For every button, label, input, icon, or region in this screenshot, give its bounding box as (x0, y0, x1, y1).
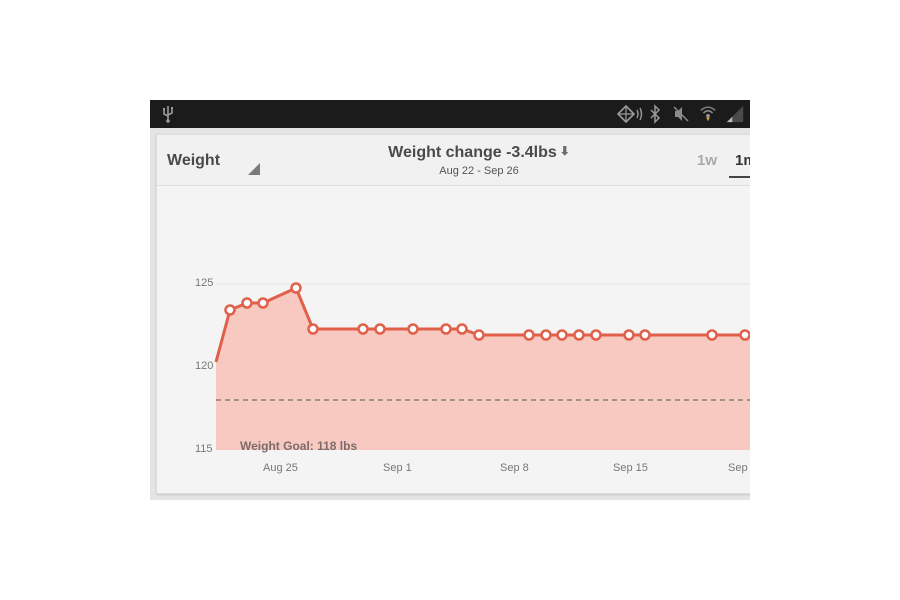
goal-label: Weight Goal: 118 lbs (240, 439, 358, 453)
x-tick-sep-15: Sep 15 (613, 462, 648, 474)
weight-area-fill (216, 288, 750, 450)
wifi-icon (700, 106, 716, 122)
y-tick-120: 120 (195, 360, 214, 372)
dropdown-triangle-icon[interactable] (248, 163, 260, 175)
metric-dropdown[interactable]: Weight (167, 152, 221, 169)
weight-change-text: Weight change -3.4lbs (388, 144, 557, 161)
tab-selected-indicator (729, 176, 750, 178)
y-tick-115: 115 (195, 443, 213, 455)
weight-line (214, 286, 750, 363)
weight-chart (214, 282, 750, 450)
summary: Weight change -3.4lbs ⬇ Aug 22 - Sep 26 (357, 144, 601, 177)
mute-icon (673, 106, 689, 122)
status-bar (150, 100, 750, 128)
weight-card: Weight Weight change -3.4lbs ⬇ Aug 22 - S… (156, 134, 750, 494)
tab-1w[interactable]: 1w (697, 152, 718, 169)
bluetooth-icon (650, 104, 661, 124)
nfc-icon (616, 104, 643, 124)
down-arrow-icon: ⬇ (559, 144, 570, 158)
tab-1m[interactable]: 1m (735, 152, 750, 169)
usb-icon (163, 106, 173, 123)
phone-screen: Weight Weight change -3.4lbs ⬇ Aug 22 - S… (150, 100, 750, 500)
card-header: Weight Weight change -3.4lbs ⬇ Aug 22 - S… (157, 135, 750, 186)
x-tick-aug-25: Aug 25 (263, 462, 298, 474)
signal-icon (726, 105, 744, 123)
x-tick-sep-22: Sep 22 (728, 462, 750, 474)
y-tick-125: 125 (195, 277, 214, 289)
x-tick-sep-1: Sep 1 (383, 462, 412, 474)
date-range: Aug 22 - Sep 26 (439, 165, 519, 177)
data-point-markers (224, 282, 750, 341)
x-tick-sep-8: Sep 8 (500, 462, 529, 474)
